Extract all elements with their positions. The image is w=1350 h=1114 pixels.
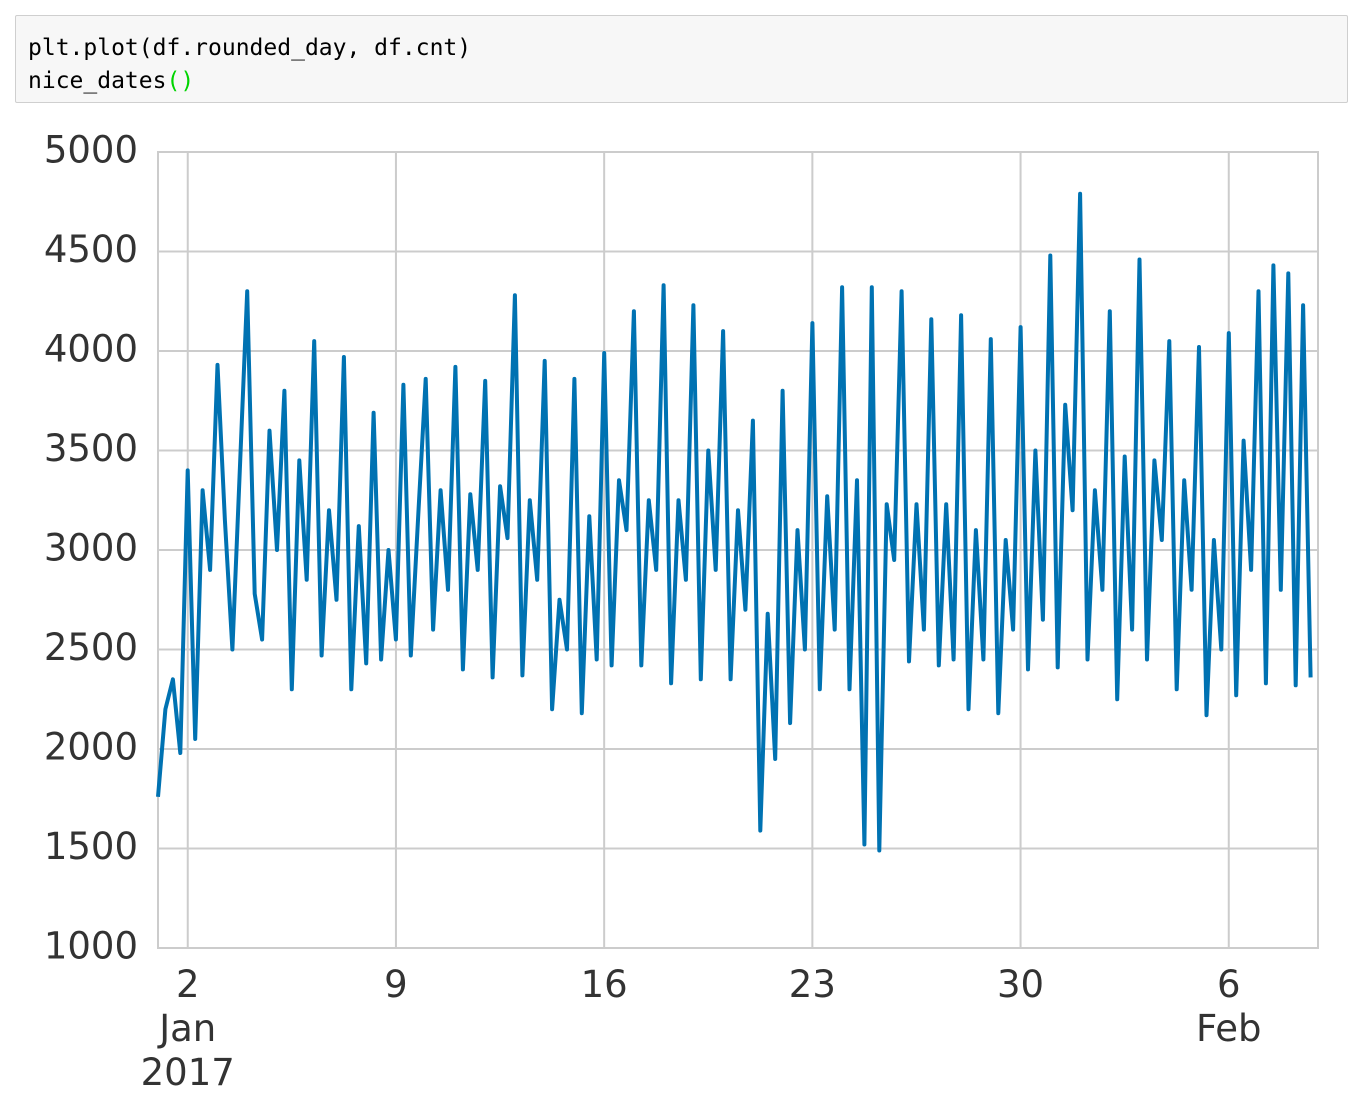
x-tick-label: 6 Feb	[1196, 963, 1262, 1050]
data-line	[156, 191, 1313, 853]
code-cell[interactable]: plt.plot(df.rounded_day, df.cnt) nice_dat…	[15, 15, 1348, 103]
code-paren: ()	[166, 68, 195, 94]
y-tick-label: 4000	[44, 328, 138, 371]
code-line: nice_dates()	[28, 65, 1335, 98]
x-tick-label: 30	[997, 963, 1045, 1006]
y-tick-label: 2000	[44, 726, 138, 769]
y-tick-label: 3500	[44, 427, 138, 470]
x-tick-label: 9	[384, 963, 408, 1006]
y-tick-label: 5000	[44, 129, 138, 172]
y-tick-label: 3000	[44, 527, 138, 570]
y-tick-label: 1500	[44, 825, 138, 868]
y-tick-label: 1000	[44, 925, 138, 968]
x-tick-label: 16	[580, 963, 628, 1006]
y-tick-label: 4500	[44, 228, 138, 271]
x-tick-label: 23	[788, 963, 836, 1006]
code-text: nice_dates	[28, 68, 167, 94]
y-tick-label: 2500	[44, 626, 138, 669]
code-line: plt.plot(df.rounded_day, df.cnt)	[28, 35, 472, 61]
x-tick-label: 2 Jan 2017	[140, 963, 235, 1094]
